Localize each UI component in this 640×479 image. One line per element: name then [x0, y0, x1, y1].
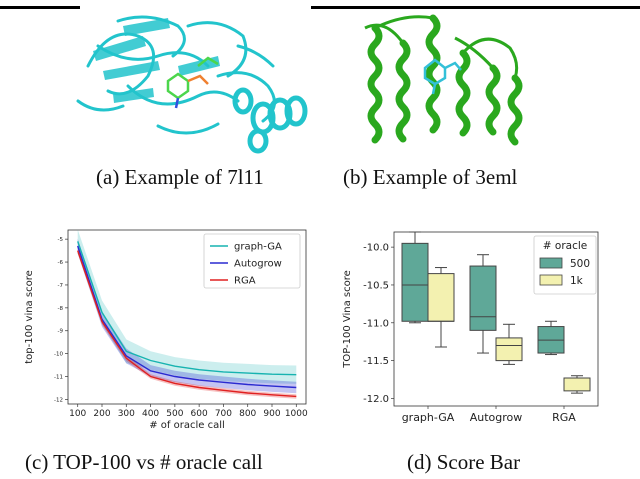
legend-label-graph-ga: graph-GA	[234, 242, 282, 253]
x-tick-label: 500	[166, 409, 183, 419]
y-tick-label: -11.5	[363, 356, 389, 367]
legend-label-1k: 1k	[570, 275, 584, 287]
x-tick-label: graph-GA	[402, 411, 455, 424]
band-autogrow	[77, 238, 297, 394]
x-tick-label: 600	[191, 409, 208, 419]
x-tick-label: Autogrow	[470, 411, 523, 424]
caption-a: (a) Example of 7l11	[96, 165, 264, 189]
box-chart-score-bar: graph-GA Autogrow RGA -10.0 -10.5 -11.0 -11.5 -…	[342, 231, 599, 424]
x-tick-label: 800	[239, 409, 256, 419]
line-chart-oracle-calls: -5 -6 -7 -8 -9 -10 -11 -12 100 200 300 400 500 600 700…	[24, 229, 308, 431]
caption-b: (b) Example of 3eml	[343, 165, 518, 189]
legend-swatch-1k	[539, 274, 563, 286]
y-tick-label: -12	[54, 397, 63, 403]
legend-label-rga: RGA	[234, 276, 256, 287]
box-rga-1k	[563, 377, 591, 392]
box-graph-ga-1k	[427, 273, 455, 322]
x-tick-label: 900	[263, 409, 280, 419]
y-axis-label: top-100 vina score	[24, 270, 35, 363]
line-autogrow	[77, 245, 297, 389]
x-axis-label: # of oracle call	[149, 420, 225, 431]
band-rga	[77, 247, 297, 399]
caption-c: (c) TOP-100 vs # oracle call	[25, 450, 263, 474]
top-rule-right	[311, 6, 640, 9]
y-tick-label: -10.5	[363, 280, 389, 291]
y-tick-label: -9	[58, 329, 64, 335]
x-tick-label: 200	[93, 409, 110, 419]
legend-label-autogrow: Autogrow	[234, 259, 282, 270]
legend-box	[203, 233, 301, 289]
x-tick-label: 1000	[285, 409, 308, 419]
line-rga	[77, 250, 297, 398]
y-tick-label: -12.0	[363, 394, 389, 405]
y-axis-label: TOP-100 Vina score	[342, 270, 353, 369]
box-graph-ga-500	[401, 242, 429, 322]
y-tick-label: -8	[58, 306, 64, 312]
box-autogrow-1k	[495, 337, 523, 362]
protein-3eml-image	[364, 14, 523, 146]
line-graph-ga	[77, 241, 297, 376]
legend-label-500: 500	[570, 258, 590, 270]
y-tick-label: -11.0	[363, 318, 389, 329]
x-tick-label: 700	[215, 409, 232, 419]
top-rule-left	[0, 6, 80, 9]
band-graph-ga	[77, 229, 297, 384]
box-autogrow-500	[469, 265, 497, 331]
legend-title: # oracle	[543, 240, 587, 252]
legend-swatch-500	[539, 257, 563, 269]
y-tick-label: -6	[58, 260, 64, 266]
y-tick-label: -7	[58, 283, 64, 289]
y-tick-label: -10	[54, 352, 63, 358]
protein-7l11-image	[76, 15, 308, 154]
x-tick-label: RGA	[552, 411, 576, 424]
x-tick-label: 300	[118, 409, 135, 419]
y-tick-label: -11	[54, 375, 63, 381]
x-tick-label: 400	[142, 409, 159, 419]
y-tick-label: -10.0	[363, 243, 389, 254]
caption-d: (d) Score Bar	[407, 450, 521, 474]
y-tick-label: -5	[58, 237, 64, 243]
x-tick-label: 100	[69, 409, 86, 419]
